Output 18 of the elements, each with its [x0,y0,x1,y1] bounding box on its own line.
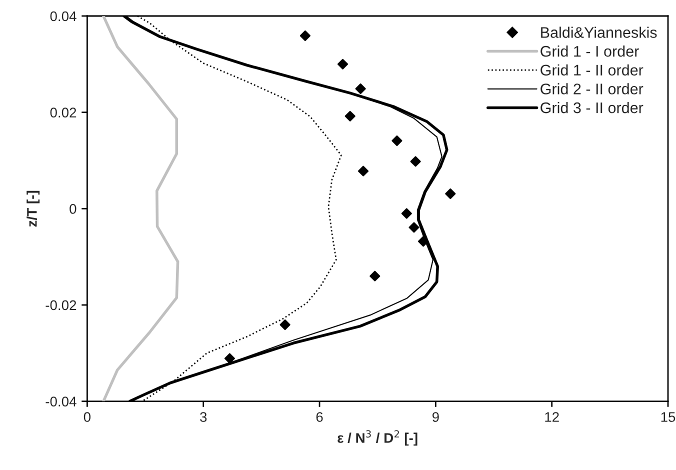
y-tick-label: 0.02 [50,108,76,118]
x-tick-label: 9 [432,412,439,422]
legend-label: Baldi&Yianneskis [541,26,657,38]
x-tick-label: 3 [200,412,207,422]
legend-label: Grid 1 - II order [540,64,644,76]
x-axis-title: ε / N$^{3}$ / D$^{2}$ [-] [338,430,418,446]
x-tick-label: 6 [316,412,323,422]
y-tick-label: -0.02 [46,300,76,310]
legend-label: Grid 1 - I order [540,46,639,57]
x-tick-label: 15 [661,412,676,422]
y-tick-label: 0 [70,204,76,214]
y-tick-label: -0.04 [46,396,76,406]
x-tick-label: 12 [545,412,559,422]
legend-label: Grid 2 - II order [540,83,644,94]
x-tick-label: 0 [84,412,91,422]
y-axis-title: z/T [-] [26,190,40,227]
legend-label: Grid 3 - II order [540,102,644,114]
y-tick-label: 0.04 [50,11,76,22]
